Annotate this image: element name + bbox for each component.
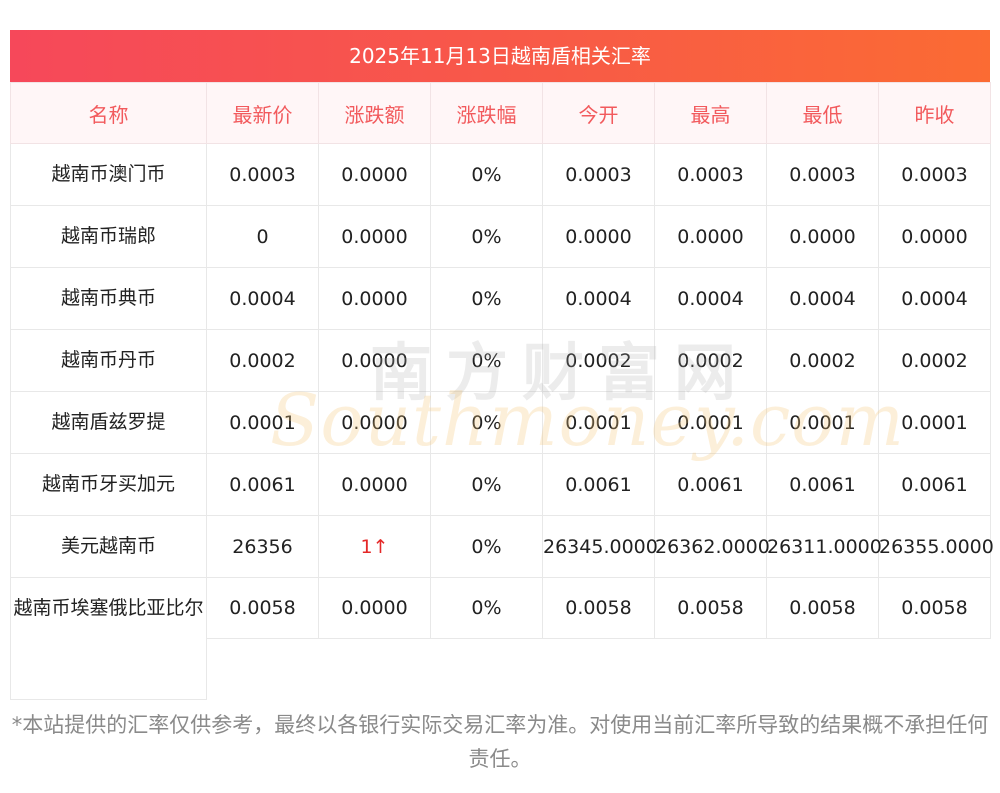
change-amount: 0.0000 [318,205,431,268]
high-price: 0.0004 [654,267,767,330]
high-price: 0.0058 [654,576,767,640]
table-row: 越南币澳门币 0.0003 0.0000 0% 0.0003 0.0003 0.… [10,143,991,206]
low-price: 0.0058 [766,576,879,640]
currency-name: 越南币瑞郎 [10,205,207,268]
open-price: 0.0004 [542,267,655,330]
currency-name: 越南币丹币 [10,329,207,392]
latest-price: 0.0003 [206,143,319,206]
table-row-spacer [11,638,991,700]
prev-close-price: 0.0002 [878,329,991,392]
low-price: 0.0003 [766,143,879,206]
open-price: 0.0058 [542,576,655,640]
currency-name: 美元越南币 [10,515,207,578]
change-percent: 0% [430,143,543,206]
table-row: 越南币瑞郎 0 0.0000 0% 0.0000 0.0000 0.0000 0… [10,205,991,268]
high-price: 0.0061 [654,453,767,516]
change-percent: 0% [430,515,543,578]
high-price: 0.0002 [654,329,767,392]
change-amount: 0.0000 [318,576,431,640]
open-price: 0.0000 [542,205,655,268]
exchange-rate-table: 名称 最新价 涨跌额 涨跌幅 今开 最高 最低 昨收 越南币澳门币 0.0003… [10,82,994,700]
latest-price: 0.0058 [206,576,319,640]
latest-price: 0 [206,205,319,268]
change-percent: 0% [430,576,543,640]
header-change-pct: 涨跌幅 [430,82,543,144]
prev-close-price: 0.0000 [878,205,991,268]
change-amount: 0.0000 [318,267,431,330]
open-price: 0.0061 [542,453,655,516]
low-price: 0.0004 [766,267,879,330]
change-amount: 1↑ [318,515,431,578]
change-percent: 0% [430,453,543,516]
header-low: 最低 [766,82,879,144]
high-price: 0.0000 [654,205,767,268]
change-amount: 0.0000 [318,143,431,206]
latest-price: 0.0061 [206,453,319,516]
table-row: 越南盾兹罗提 0.0001 0.0000 0% 0.0001 0.0001 0.… [10,391,991,454]
low-price: 26311.0000 [766,515,882,578]
prev-close-price: 0.0004 [878,267,991,330]
table-row: 越南币丹币 0.0002 0.0000 0% 0.0002 0.0002 0.0… [10,329,991,392]
prev-close-price: 0.0058 [878,576,991,640]
prev-close-price: 0.0061 [878,453,991,516]
open-price: 0.0002 [542,329,655,392]
header-prev-close: 昨收 [878,82,991,144]
prev-close-price: 26355.0000 [878,515,994,578]
table-row: 越南币埃塞俄比亚比尔 0.0058 0.0000 0% 0.0058 0.005… [10,576,991,700]
currency-name: 越南盾兹罗提 [10,391,207,454]
latest-price: 26356 [206,515,319,578]
open-price: 0.0001 [542,391,655,454]
change-amount: 0.0000 [318,453,431,516]
low-price: 0.0001 [766,391,879,454]
currency-name: 越南币埃塞俄比亚比尔 [10,577,207,700]
change-amount: 0.0000 [318,329,431,392]
header-high: 最高 [654,82,767,144]
prev-close-price: 0.0003 [878,143,991,206]
header-open: 今开 [542,82,655,144]
table-header-row: 名称 最新价 涨跌额 涨跌幅 今开 最高 最低 昨收 [10,82,991,144]
empty-cell [206,638,991,700]
header-name: 名称 [10,82,207,144]
low-price: 0.0061 [766,453,879,516]
table-row: 越南币牙买加元 0.0061 0.0000 0% 0.0061 0.0061 0… [10,453,991,516]
high-price: 0.0001 [654,391,767,454]
table-row: 美元越南币 26356 1↑ 0% 26345.0000 26362.0000 … [10,515,994,578]
latest-price: 0.0002 [206,329,319,392]
high-price: 26362.0000 [654,515,770,578]
currency-name: 越南币澳门币 [10,143,207,206]
latest-price: 0.0001 [206,391,319,454]
high-price: 0.0003 [654,143,767,206]
table-row: 越南币典币 0.0004 0.0000 0% 0.0004 0.0004 0.0… [10,267,991,330]
header-change: 涨跌额 [318,82,431,144]
change-amount: 0.0000 [318,391,431,454]
latest-price: 0.0004 [206,267,319,330]
open-price: 0.0003 [542,143,655,206]
currency-name: 越南币牙买加元 [10,453,207,516]
low-price: 0.0002 [766,329,879,392]
change-percent: 0% [430,329,543,392]
change-percent: 0% [430,267,543,330]
change-percent: 0% [430,205,543,268]
open-price: 26345.0000 [542,515,658,578]
prev-close-price: 0.0001 [878,391,991,454]
currency-name: 越南币典币 [10,267,207,330]
disclaimer-text: *本站提供的汇率仅供参考，最终以各银行实际交易汇率为准。对使用当前汇率所导致的结… [11,713,989,771]
header-latest: 最新价 [206,82,319,144]
table-title: 2025年11月13日越南盾相关汇率 [10,30,990,82]
low-price: 0.0000 [766,205,879,268]
change-percent: 0% [430,391,543,454]
